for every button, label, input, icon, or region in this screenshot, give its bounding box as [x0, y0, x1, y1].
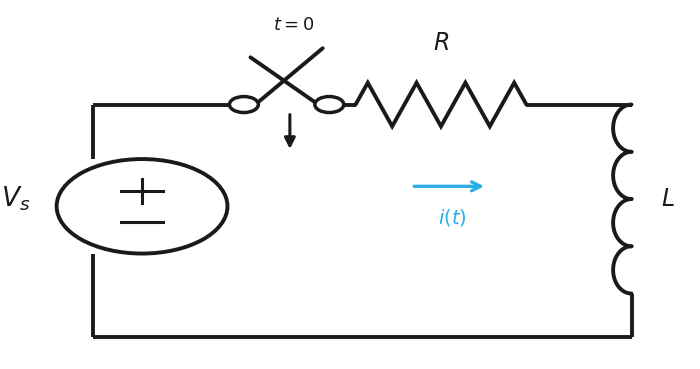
Text: $R$: $R$ [433, 31, 449, 55]
Text: $L$: $L$ [661, 187, 675, 211]
Text: $i(t)$: $i(t)$ [438, 207, 467, 228]
Text: $t=0$: $t=0$ [272, 15, 314, 34]
Text: $V_s$: $V_s$ [1, 185, 30, 213]
Circle shape [315, 97, 344, 113]
Circle shape [230, 97, 258, 113]
